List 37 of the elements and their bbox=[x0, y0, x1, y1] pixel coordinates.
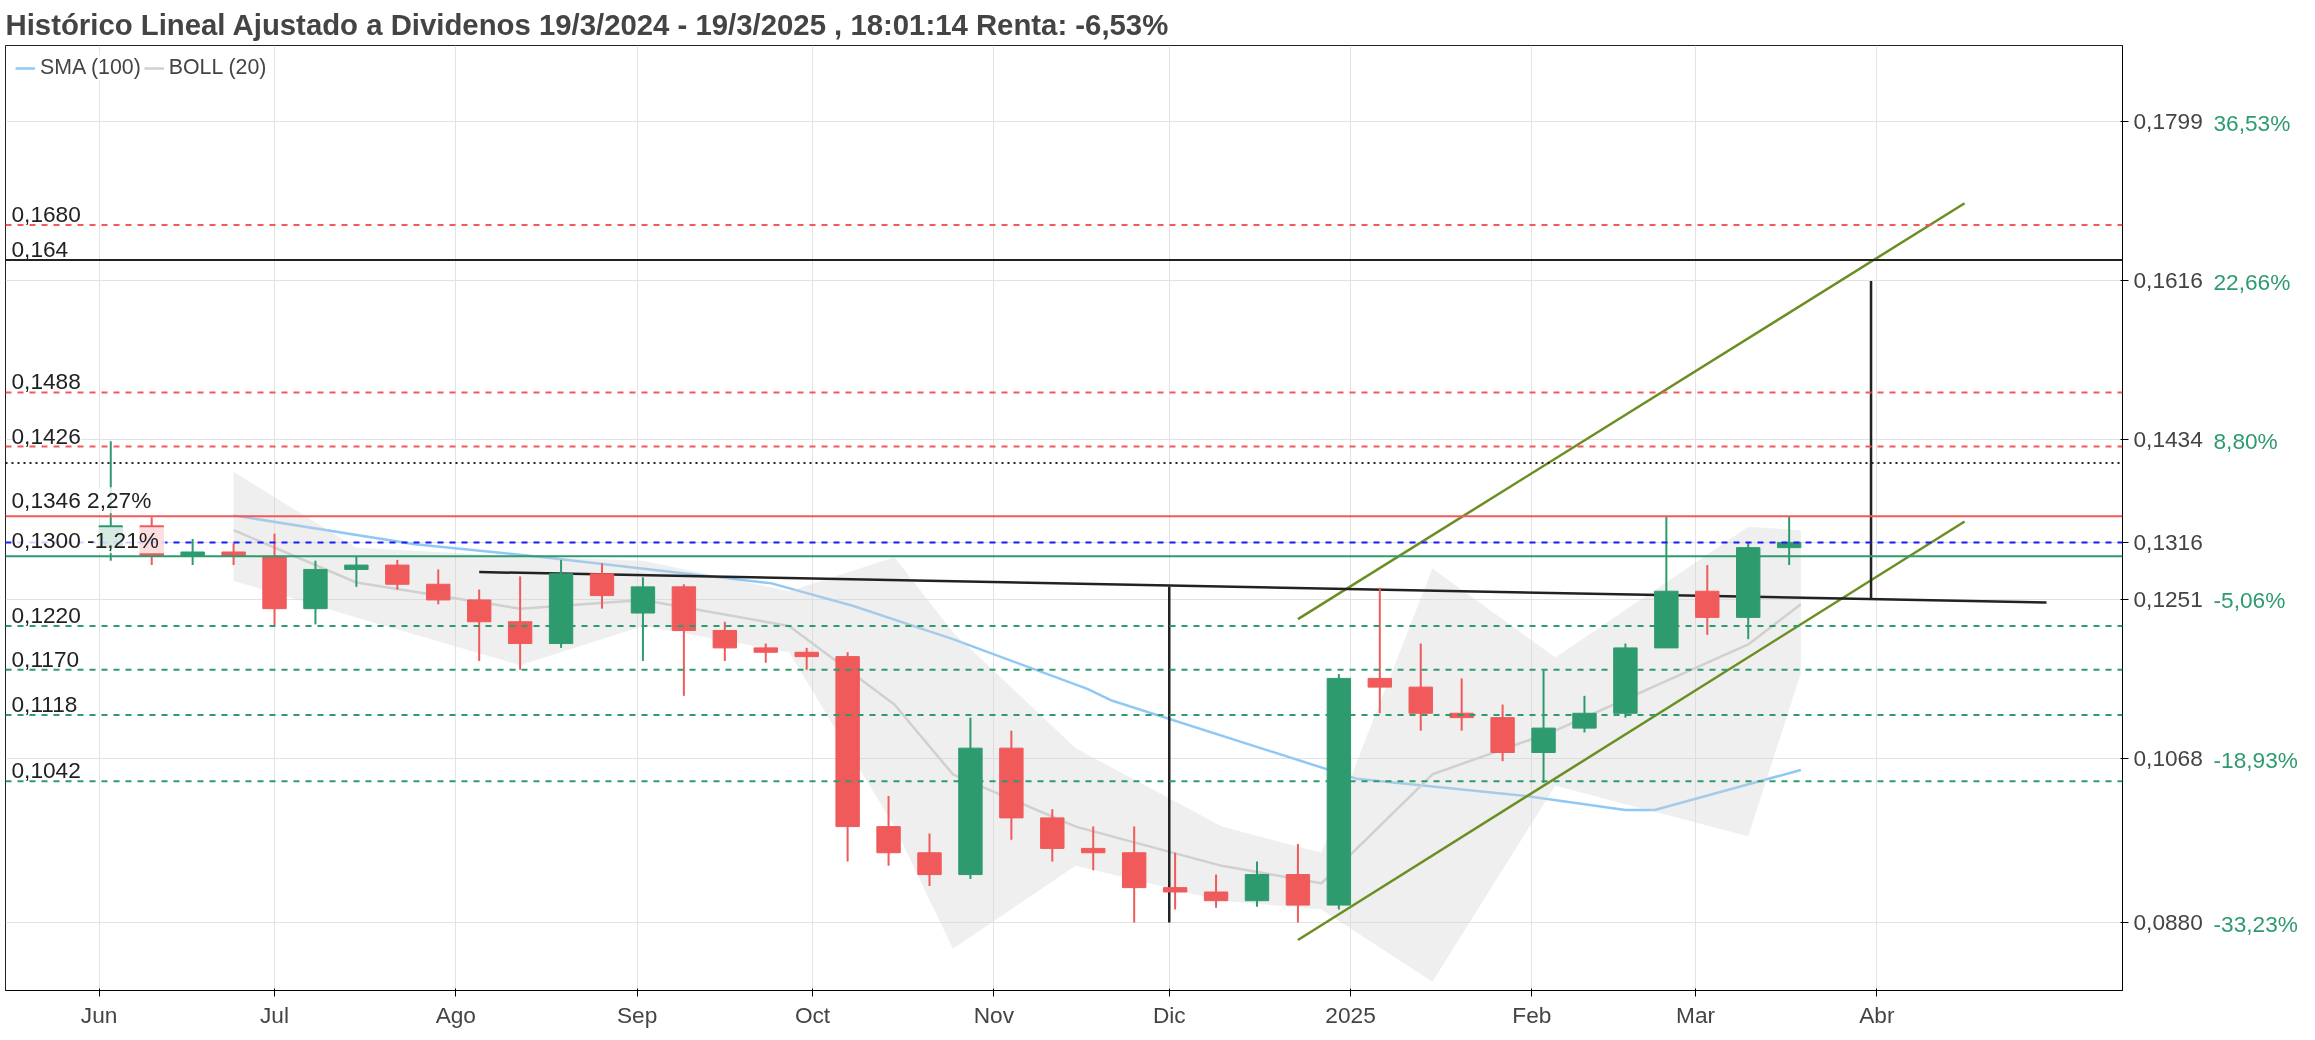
y2-tick-label: -33,23% bbox=[2213, 910, 2298, 937]
ref-line-label: 0,1488 bbox=[11, 368, 81, 395]
y-tick-label: 0,1316 bbox=[2133, 528, 2203, 555]
x-tick-label: Sep bbox=[616, 1001, 658, 1028]
y2-tick-label: -5,06% bbox=[2213, 587, 2286, 614]
ref-line-label: 0,1170 bbox=[11, 645, 80, 672]
chart-title: Histórico Lineal Ajustado a Dividenos 19/3/2024 - 19/3/2025 , 18:01:14 Renta: -6,53% bbox=[5, 7, 1169, 41]
x-tick-label: Jul bbox=[260, 1001, 289, 1028]
ref-line-label: 0,1300 -1,21% bbox=[11, 527, 159, 554]
x-tick-label: 2025 bbox=[1325, 1001, 1376, 1028]
y-tick-label: 0,1068 bbox=[2133, 745, 2203, 772]
y-tick-label: 0,1799 bbox=[2133, 107, 2203, 134]
legend-label: BOLL (20) bbox=[168, 55, 267, 80]
x-tick-label: Feb bbox=[1512, 1001, 1552, 1028]
ref-line-label: 0,1680 bbox=[11, 201, 81, 228]
legend-label: SMA (100) bbox=[40, 55, 141, 80]
ref-line-label: 0,1426 bbox=[11, 422, 81, 449]
y2-tick-label: 22,66% bbox=[2213, 269, 2291, 296]
y2-tick-label: 8,80% bbox=[2213, 428, 2278, 455]
x-tick-label: Abr bbox=[1859, 1001, 1895, 1028]
x-tick-label: Mar bbox=[1676, 1001, 1716, 1028]
x-tick-label: Nov bbox=[973, 1001, 1015, 1028]
x-tick-label: Jun bbox=[80, 1001, 118, 1028]
ref-line-label: 0,1346 2,27% bbox=[11, 487, 152, 514]
y2-tick-label: -18,93% bbox=[2213, 746, 2298, 773]
ref-line-label: 0,164 bbox=[11, 235, 69, 262]
ref-line-label: 0,1118 bbox=[11, 691, 78, 718]
y-tick-label: 0,1616 bbox=[2133, 267, 2203, 294]
x-tick-label: Oct bbox=[794, 1001, 831, 1028]
y-tick-label: 0,0880 bbox=[2133, 909, 2203, 935]
y2-tick-label: 36,53% bbox=[2213, 110, 2291, 137]
x-tick-label: Dic bbox=[1152, 1001, 1186, 1028]
ref-line-label: 0,1042 bbox=[11, 757, 81, 784]
y-tick-label: 0,1251 bbox=[2133, 585, 2203, 612]
y-tick-label: 0,1434 bbox=[2133, 426, 2203, 453]
x-tick-label: Ago bbox=[435, 1001, 476, 1028]
ref-line-label: 0,1220 bbox=[11, 602, 81, 629]
